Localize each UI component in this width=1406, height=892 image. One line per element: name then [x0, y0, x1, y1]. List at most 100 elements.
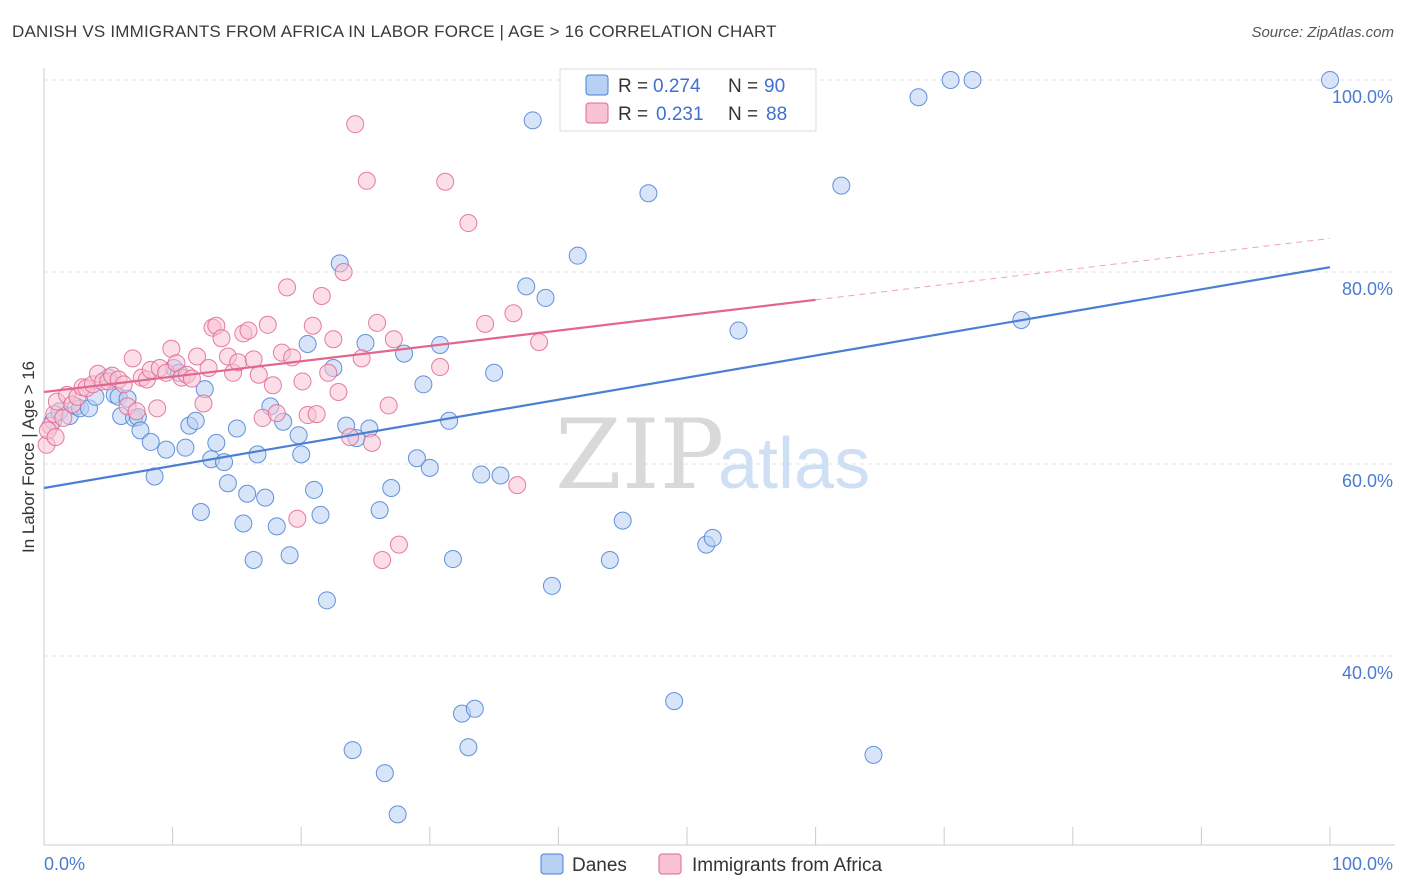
danes-point [864, 745, 883, 764]
danes-point [317, 591, 336, 610]
axes [43, 68, 1395, 846]
danes-point [343, 741, 362, 760]
africa-point [329, 383, 348, 401]
danes-point [443, 550, 462, 569]
africa-point [368, 313, 387, 332]
x-tick-label-max: 100.0% [1332, 854, 1393, 874]
africa-point [307, 405, 326, 424]
danes-point [227, 419, 246, 438]
series-legend: Danes Immigrants from Africa [540, 853, 882, 876]
legend-africa-r-value: 0.231 [656, 104, 704, 125]
y-tick-label: 40.0% [1342, 663, 1393, 683]
watermark-atlas-text: atlas [718, 424, 870, 504]
danes-point [238, 484, 257, 503]
danes-trend-line [43, 266, 1331, 490]
danes-point [1321, 71, 1339, 89]
africa-point [267, 404, 286, 423]
danes-point [131, 421, 150, 440]
africa-point [278, 278, 297, 297]
africa-point [504, 304, 523, 323]
danes-point [542, 576, 561, 595]
danes-point [207, 433, 226, 452]
bottom-legend-danes-label: Danes [572, 855, 627, 876]
legend-africa-n-value: 88 [766, 104, 787, 125]
africa-point [288, 509, 307, 528]
africa-point [258, 315, 277, 334]
danes-point [703, 528, 722, 547]
africa-point [293, 372, 312, 391]
chart-title: DANISH VS IMMIGRANTS FROM AFRICA IN LABO… [12, 22, 777, 41]
danes-point [523, 111, 542, 130]
danes-point [568, 246, 587, 265]
africa-point [389, 535, 408, 554]
danes-point [665, 692, 684, 711]
africa-point [46, 428, 65, 447]
y-tick-labels: 40.0% 60.0% 80.0% 100.0% [1332, 87, 1393, 683]
danes-point [832, 176, 851, 195]
danes-point [941, 71, 960, 89]
bottom-legend-africa-label: Immigrants from Africa [692, 855, 882, 876]
danes-point [375, 764, 394, 783]
y-tick-label: 100.0% [1332, 87, 1393, 107]
danes-point [613, 511, 632, 530]
source-credit: Source: ZipAtlas.com [1251, 24, 1394, 41]
danes-point [729, 321, 748, 340]
danes-point [280, 546, 299, 565]
africa-point [357, 171, 376, 190]
y-axis-label: In Labor Force | Age > 16 [19, 361, 38, 553]
africa-point [194, 394, 213, 413]
africa-point [373, 551, 392, 569]
africa-point [319, 363, 338, 382]
legend-africa-r-label: R = [618, 104, 648, 125]
data-points [37, 71, 1339, 824]
danes-point [485, 363, 504, 382]
danes-point [305, 480, 324, 499]
danes-point [909, 88, 928, 107]
danes-point [600, 551, 619, 569]
danes-point [382, 479, 401, 497]
danes-point [186, 411, 205, 430]
africa-point [114, 375, 133, 394]
x-tick-label-min: 0.0% [44, 854, 85, 874]
africa-point [379, 396, 398, 415]
danes-point [370, 501, 389, 520]
danes-point [491, 466, 510, 485]
danes-point [244, 551, 263, 569]
africa-point [508, 476, 527, 495]
africa-point [431, 358, 450, 377]
danes-point [234, 514, 253, 533]
africa-point [54, 408, 73, 427]
africa-point [249, 365, 268, 384]
danes-point [420, 458, 439, 477]
legend-danes-swatch [585, 74, 609, 96]
africa-point [148, 399, 167, 418]
bottom-legend-africa-swatch [658, 853, 682, 875]
danes-point [963, 71, 982, 89]
danes-point [536, 288, 555, 307]
africa-point [362, 433, 381, 452]
danes-point [388, 805, 407, 824]
danes-point [414, 375, 433, 394]
africa-point [459, 214, 478, 233]
stats-legend: R = 0.274 N = 90 R = 0.231 N = 88 [559, 68, 817, 132]
bottom-legend-danes-swatch [540, 853, 564, 875]
africa-point [303, 316, 322, 335]
africa-point [334, 263, 353, 281]
africa-point [188, 347, 207, 366]
danes-point [472, 465, 491, 484]
danes-point [289, 426, 308, 445]
danes-point [267, 517, 286, 536]
africa-point [239, 321, 258, 340]
legend-danes-r-value: 0.274 [653, 76, 701, 97]
danes-point [356, 334, 375, 353]
danes-point [440, 411, 459, 430]
africa-point [127, 402, 146, 421]
trend-lines [43, 237, 1331, 490]
danes-point [517, 277, 536, 296]
africa-point [123, 349, 142, 368]
danes-point [248, 445, 267, 464]
africa-point [476, 314, 495, 333]
africa-trend-line [43, 298, 816, 394]
africa-point [324, 330, 343, 349]
